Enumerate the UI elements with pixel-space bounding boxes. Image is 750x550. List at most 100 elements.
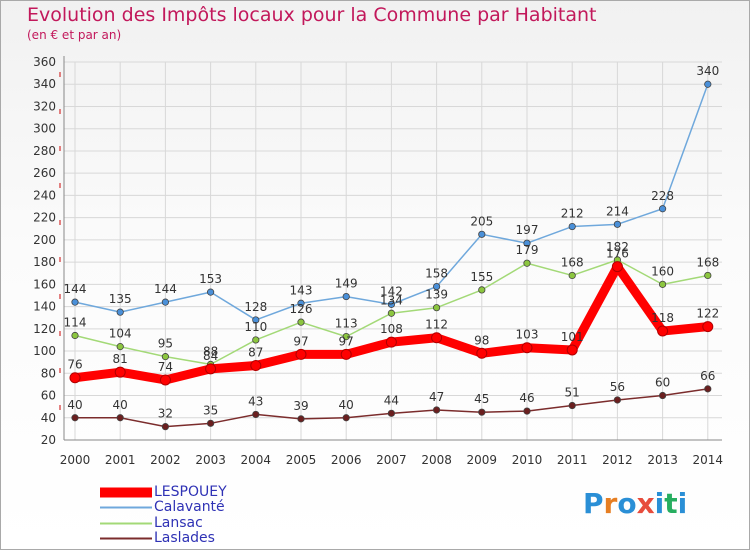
y-tick-label: 300 [33, 122, 56, 136]
data-point [340, 348, 352, 360]
y-tick-label: 20 [41, 433, 56, 447]
data-point [432, 304, 441, 312]
data-label: 128 [244, 300, 267, 314]
data-label: 153 [199, 272, 222, 286]
data-point [69, 372, 81, 384]
data-label: 87 [248, 346, 263, 360]
y-tick-label: 280 [33, 144, 56, 158]
data-label: 182 [606, 240, 629, 254]
data-point [704, 271, 712, 280]
proxiti-logo: Proxiti [583, 487, 688, 520]
chart-subtitle: (en € et par an) [27, 28, 122, 42]
x-tick-label: 2011 [557, 453, 588, 467]
data-label: 35 [203, 403, 218, 417]
y-tick-label: 80 [41, 366, 56, 380]
x-tick-label: 2007 [376, 453, 407, 467]
data-label: 122 [696, 307, 719, 321]
data-label: 104 [109, 327, 132, 341]
data-point [432, 406, 441, 414]
x-tick-label: 2001 [105, 453, 136, 467]
legend-swatch [100, 531, 152, 546]
y-tick-label: 340 [33, 77, 56, 91]
data-point [566, 344, 578, 356]
data-point [387, 409, 395, 417]
x-tick-label: 2005 [286, 453, 317, 467]
y-tick-label: 240 [33, 188, 56, 202]
data-label: 97 [339, 334, 354, 348]
data-label: 56 [610, 380, 625, 394]
x-tick-label: 2006 [331, 453, 362, 467]
x-tick-label: 2000 [60, 453, 91, 467]
data-label: 340 [696, 64, 719, 78]
data-label: 97 [293, 334, 308, 348]
y-tick-label: 160 [33, 277, 56, 291]
y-tick-label: 360 [33, 55, 56, 69]
data-label: 155 [470, 270, 493, 284]
data-point [71, 298, 79, 306]
data-point [387, 309, 395, 317]
data-point [385, 336, 397, 348]
data-label: 134 [380, 293, 403, 307]
data-label: 149 [335, 277, 358, 291]
data-point [658, 280, 667, 288]
data-label: 197 [516, 223, 539, 237]
data-point [297, 299, 305, 307]
data-point [116, 343, 124, 351]
data-point [252, 316, 260, 324]
data-point [116, 308, 124, 316]
data-point [207, 288, 215, 296]
chart-title: Evolution des Impôts locaux pour la Comm… [27, 4, 597, 26]
x-tick-label: 2004 [241, 453, 272, 467]
data-point [250, 360, 262, 372]
data-point [478, 408, 486, 416]
y-tick-label: 260 [33, 166, 56, 180]
data-point [114, 366, 126, 378]
data-point [159, 374, 171, 386]
x-tick-label: 2003 [195, 453, 226, 467]
y-tick-label: 60 [41, 389, 56, 403]
data-label: 74 [158, 360, 173, 374]
data-point [161, 423, 169, 431]
data-point [342, 292, 350, 301]
data-label: 40 [113, 398, 128, 412]
data-label: 39 [293, 399, 308, 413]
legend-label: Lansac [154, 515, 203, 531]
data-point [568, 401, 576, 410]
data-label: 45 [474, 392, 489, 406]
y-tick-label: 120 [33, 322, 56, 336]
data-point [297, 415, 305, 423]
data-point [432, 282, 441, 291]
data-label: 60 [655, 376, 670, 390]
legend-item: Lansac [100, 515, 300, 531]
data-point [568, 222, 576, 231]
data-point [295, 348, 307, 360]
data-point [161, 353, 169, 361]
data-label: 118 [651, 311, 674, 325]
legend-label: LESPOUEY [154, 484, 227, 500]
data-label: 84 [203, 349, 218, 363]
data-label: 139 [425, 288, 448, 302]
data-label: 44 [384, 393, 399, 407]
data-point [476, 347, 488, 359]
data-label: 179 [516, 243, 539, 257]
data-label: 144 [154, 282, 177, 296]
data-label: 168 [561, 255, 584, 269]
data-point [252, 410, 260, 419]
x-tick-label: 2014 [693, 453, 724, 467]
legend-item: Laslades [100, 530, 300, 546]
y-tick-label: 100 [33, 344, 56, 358]
data-label: 168 [696, 255, 719, 269]
data-label: 176 [606, 247, 629, 261]
data-point [658, 205, 667, 213]
data-label: 144 [64, 282, 87, 296]
data-point [71, 331, 79, 340]
legend-item: LESPOUEY [100, 484, 300, 500]
x-tick-label: 2012 [602, 453, 633, 467]
data-label: 158 [425, 267, 448, 281]
data-label: 135 [109, 292, 132, 306]
legend-swatch [100, 500, 152, 515]
data-point [478, 286, 486, 294]
x-tick-label: 2010 [512, 453, 543, 467]
y-tick-label: 320 [33, 99, 56, 113]
